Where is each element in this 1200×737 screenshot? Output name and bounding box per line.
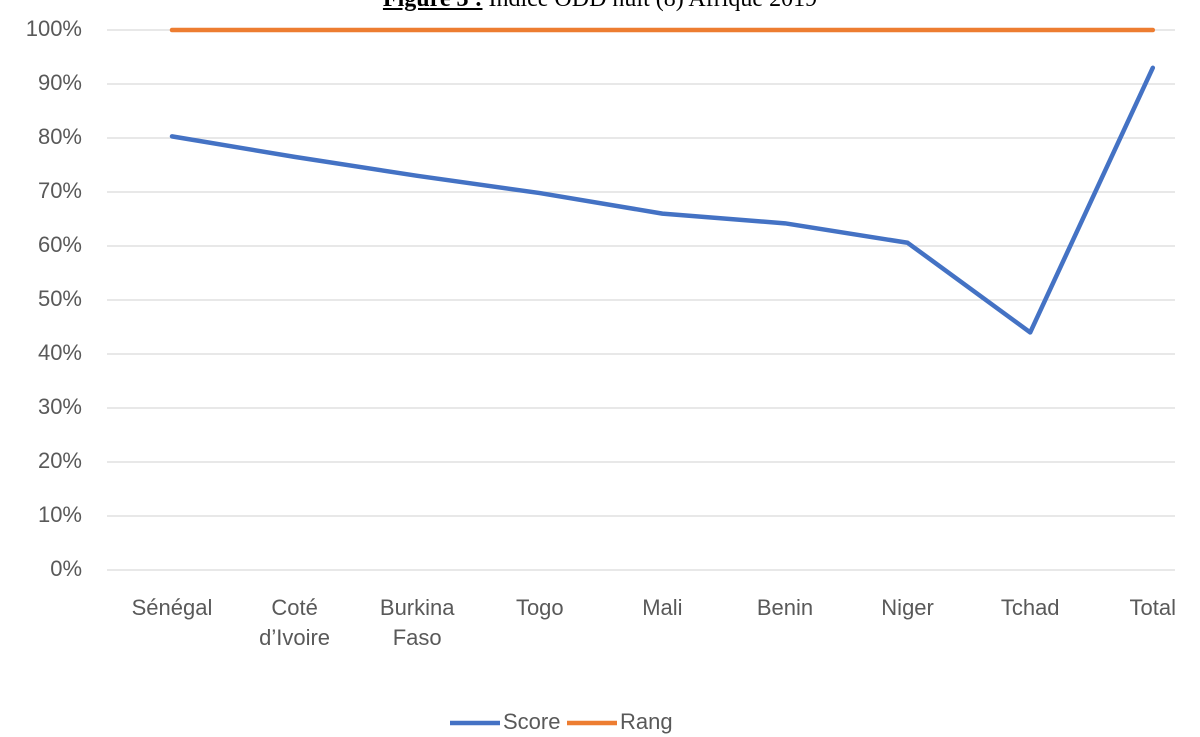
- x-tick-label: Sénégal: [131, 595, 213, 620]
- y-tick-label: 100%: [26, 16, 82, 41]
- chart-title-block: Figure 3 : Indice ODD huit (8) Afrique 2…: [0, 0, 1200, 13]
- legend-label: Rang: [620, 709, 673, 734]
- x-tick-label: Coté d’Ivoire: [259, 595, 331, 650]
- chart-title: Indice ODD huit (8) Afrique 2019: [488, 0, 817, 12]
- x-tick-label: Togo: [515, 595, 564, 620]
- y-tick-label: 0%: [50, 556, 82, 581]
- legend-label: Score: [503, 709, 560, 734]
- figure-label: Figure 3 :: [383, 0, 483, 12]
- y-tick-label: 70%: [38, 178, 82, 203]
- x-tick-label: Mali: [642, 595, 683, 620]
- y-tick-label: 90%: [38, 70, 82, 95]
- x-tick-label: Total: [1129, 595, 1177, 620]
- series-line: [169, 65, 1156, 335]
- y-tick-label: 50%: [38, 286, 82, 311]
- x-tick-label: Tchad: [1000, 595, 1060, 620]
- y-tick-label: 60%: [38, 232, 82, 257]
- x-tick-label: Benin: [756, 595, 814, 620]
- y-tick-label: 80%: [38, 124, 82, 149]
- y-tick-label: 40%: [38, 340, 82, 365]
- y-tick-label: 10%: [38, 502, 82, 527]
- x-tick-label: Niger: [881, 595, 934, 620]
- y-tick-label: 30%: [38, 394, 82, 419]
- y-tick-label: 20%: [38, 448, 82, 473]
- x-tick-label: Burkina Faso: [379, 595, 455, 650]
